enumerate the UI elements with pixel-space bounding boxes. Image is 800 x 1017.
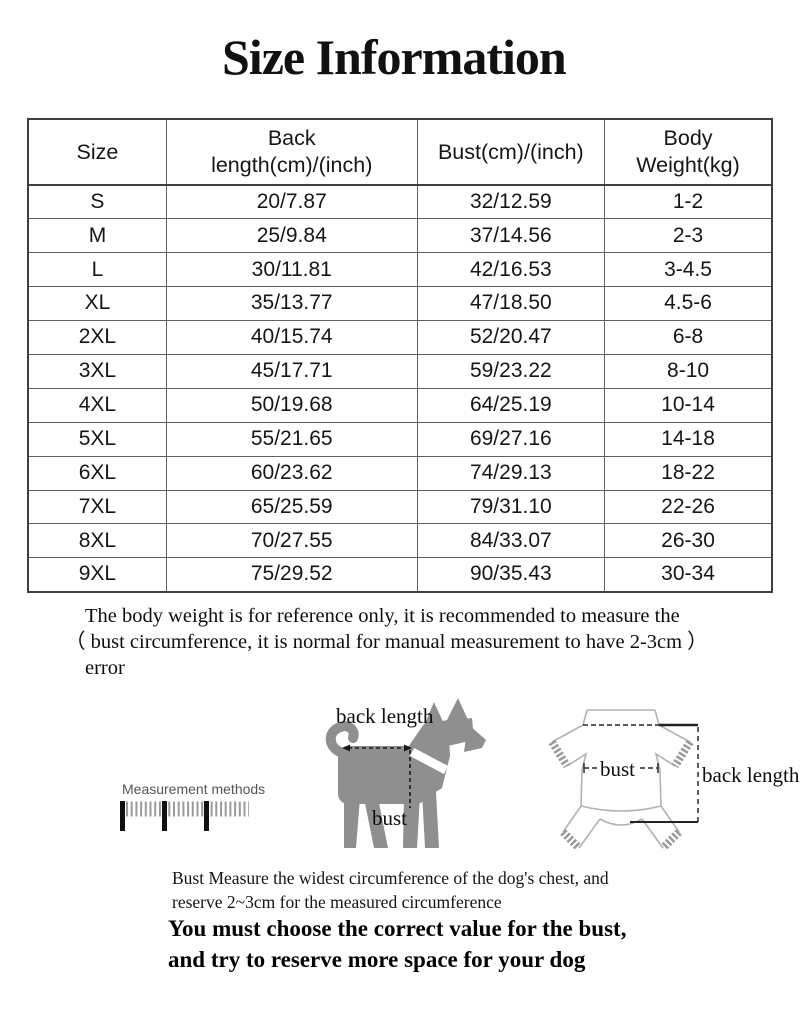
warning-line: You must choose the correct value for th… bbox=[168, 916, 627, 941]
table-cell: 4.5-6 bbox=[604, 286, 773, 322]
garment-diagram bbox=[548, 709, 699, 851]
bust-label-side: bust bbox=[372, 806, 408, 830]
table-cell: 6XL bbox=[27, 455, 167, 491]
table-cell: 59/23.22 bbox=[416, 353, 606, 389]
table-row: 5XL 55/21.65 69/27.16 14-18 bbox=[27, 421, 773, 457]
table-cell: 4XL bbox=[27, 387, 167, 423]
table-cell: 32/12.59 bbox=[416, 184, 606, 220]
table-cell: 74/29.13 bbox=[416, 455, 606, 491]
table-cell: 64/25.19 bbox=[416, 387, 606, 423]
table-header-row: Size Back length(cm)/(inch) Bust(cm)/(in… bbox=[27, 118, 773, 186]
note-line: error bbox=[85, 657, 125, 679]
table-row: M 25/9.84 37/14.56 2-3 bbox=[27, 218, 773, 254]
table-row: 2XL 40/15.74 52/20.47 6-8 bbox=[27, 320, 773, 355]
table-cell: 8-10 bbox=[604, 353, 773, 389]
table-cell: 84/33.07 bbox=[416, 523, 606, 559]
table-cell: 69/27.16 bbox=[416, 421, 606, 457]
dog-tail bbox=[325, 721, 359, 757]
table-cell: 7XL bbox=[27, 489, 167, 525]
table-cell: 37/14.56 bbox=[416, 218, 606, 254]
table-cell: 20/7.87 bbox=[165, 184, 418, 220]
col-header-back-length: Back length(cm)/(inch) bbox=[165, 118, 418, 186]
table-cell: 55/21.65 bbox=[165, 421, 418, 457]
table-cell: 42/16.53 bbox=[416, 252, 606, 288]
table-cell: 2XL bbox=[27, 320, 167, 355]
bust-label-garment: bust bbox=[597, 757, 639, 782]
side-dog-illustration bbox=[325, 698, 486, 848]
table-row: 4XL 50/19.68 64/25.19 10-14 bbox=[27, 387, 773, 423]
table-cell: 52/20.47 bbox=[416, 320, 606, 355]
table-cell: 30-34 bbox=[604, 557, 773, 593]
table-cell: 26-30 bbox=[604, 523, 773, 559]
table-row: 8XL 70/27.55 84/33.07 26-30 bbox=[27, 523, 773, 559]
dog-collar bbox=[409, 748, 449, 774]
table-cell: 90/35.43 bbox=[416, 557, 606, 593]
bust-warning-text: You must choose the correct value for th… bbox=[168, 913, 626, 975]
back-length-label-side: back length bbox=[336, 704, 434, 728]
table-cell: 5XL bbox=[27, 421, 167, 457]
table-cell: 47/18.50 bbox=[416, 286, 606, 322]
table-cell: 9XL bbox=[27, 557, 167, 593]
table-row: S 20/7.87 32/12.59 1-2 bbox=[27, 184, 773, 220]
measurement-methods-label: Measurement methods bbox=[122, 781, 266, 797]
note-text: The body weight is for reference only, i… bbox=[65, 603, 765, 681]
table-cell: S bbox=[27, 184, 167, 220]
page-title: Size Information bbox=[222, 29, 567, 85]
table-cell: 6-8 bbox=[604, 320, 773, 355]
table-cell: 14-18 bbox=[604, 421, 773, 457]
table-row: 7XL 65/25.59 79/31.10 22-26 bbox=[27, 489, 773, 525]
table-cell: 35/13.77 bbox=[165, 286, 418, 322]
table-cell: 3-4.5 bbox=[604, 252, 773, 288]
bust-note-line: reserve 2~3cm for the measured circumfer… bbox=[172, 891, 502, 912]
table-cell: 8XL bbox=[27, 523, 167, 559]
table-cell: 75/29.52 bbox=[165, 557, 418, 593]
size-table-header: Size Back length(cm)/(inch) Bust(cm)/(in… bbox=[27, 118, 773, 186]
table-cell: 40/15.74 bbox=[165, 320, 418, 355]
note-line: The body weight is for reference only, i… bbox=[85, 605, 680, 627]
table-cell: 45/17.71 bbox=[165, 353, 418, 389]
col-header-size: Size bbox=[27, 118, 167, 186]
back-length-measure-line bbox=[348, 747, 411, 808]
table-cell: 65/25.59 bbox=[165, 489, 418, 525]
warning-line: and try to reserve more space for your d… bbox=[168, 947, 586, 972]
table-row: XL 35/13.77 47/18.50 4.5-6 bbox=[27, 286, 773, 322]
table-cell: 2-3 bbox=[604, 218, 773, 254]
table-cell: 3XL bbox=[27, 353, 167, 389]
table-cell: 1-2 bbox=[604, 184, 773, 220]
back-length-label-garment: back length bbox=[702, 763, 800, 787]
table-cell: 30/11.81 bbox=[165, 252, 418, 288]
table-cell: 22-26 bbox=[604, 489, 773, 525]
table-cell: 18-22 bbox=[604, 455, 773, 491]
table-cell: 50/19.68 bbox=[165, 387, 418, 423]
table-cell: 60/23.62 bbox=[165, 455, 418, 491]
table-cell: M bbox=[27, 218, 167, 254]
table-cell: 10-14 bbox=[604, 387, 773, 423]
table-cell: 70/27.55 bbox=[165, 523, 418, 559]
table-row: L 30/11.81 42/16.53 3-4.5 bbox=[27, 252, 773, 288]
col-header-bust: Bust(cm)/(inch) bbox=[416, 118, 606, 186]
table-row: 3XL 45/17.71 59/23.22 8-10 bbox=[27, 353, 773, 389]
ruler-icon bbox=[120, 801, 249, 831]
bust-measure-note: Bust Measure the widest circumference of… bbox=[172, 867, 609, 914]
size-table: Size Back length(cm)/(inch) Bust(cm)/(in… bbox=[27, 118, 773, 593]
table-row: 9XL 75/29.52 90/35.43 30-34 bbox=[27, 557, 773, 593]
table-cell: XL bbox=[27, 286, 167, 322]
bust-note-line: Bust Measure the widest circumference of… bbox=[172, 868, 609, 888]
table-row: 6XL 60/23.62 74/29.13 18-22 bbox=[27, 455, 773, 491]
table-cell: 79/31.10 bbox=[416, 489, 606, 525]
note-line: （ bust circumference, it is normal for m… bbox=[65, 631, 708, 653]
garment-cuffs bbox=[548, 739, 694, 851]
size-table-body: S 20/7.87 32/12.59 1-2 M 25/9.84 37/14.56 2-3 L 3… bbox=[27, 184, 773, 593]
table-cell: 25/9.84 bbox=[165, 218, 418, 254]
col-header-body-weight: Body Weight(kg) bbox=[604, 118, 773, 186]
table-cell: L bbox=[27, 252, 167, 288]
